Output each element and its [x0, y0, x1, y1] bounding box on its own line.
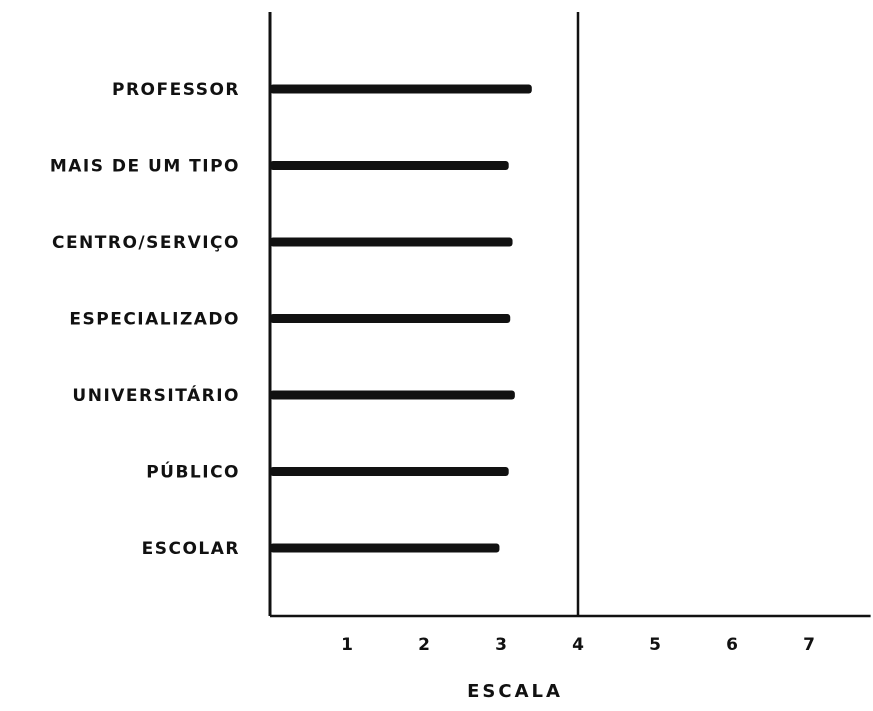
category-labels: PROFESSOR MAIS DE UM TIPO CENTRO/SERVIÇO ES…	[50, 80, 240, 559]
category-label-5: PÚBLICO	[146, 461, 240, 483]
bars-layer	[270, 84, 532, 553]
category-label-6: ESCOLAR	[142, 539, 240, 559]
x-tick-label-6: 6	[726, 635, 738, 655]
x-tick-labels: 1 2 3 4 5 6 7	[341, 635, 815, 655]
category-label-0: PROFESSOR	[112, 80, 240, 100]
category-label-3: ESPECIALIZADO	[69, 310, 240, 330]
bar-3	[270, 314, 511, 323]
axes	[268, 12, 871, 618]
bar-5	[270, 467, 509, 476]
bar-4	[270, 390, 515, 400]
x-tick-label-5: 5	[649, 635, 661, 655]
x-tick-label-2: 2	[418, 635, 430, 655]
bar-2	[270, 237, 513, 247]
x-tick-label-3: 3	[495, 635, 507, 655]
x-tick-label-1: 1	[341, 635, 353, 655]
category-label-2: CENTRO/SERVIÇO	[52, 233, 240, 253]
x-tick-label-4: 4	[572, 635, 584, 655]
category-label-4: UNIVERSITÁRIO	[72, 384, 240, 406]
x-axis-label: ESCALA	[467, 681, 563, 702]
bar-0	[270, 84, 532, 94]
bar-6	[270, 543, 500, 553]
bar-1	[270, 161, 509, 170]
x-tick-label-7: 7	[803, 635, 815, 655]
category-label-1: MAIS DE UM TIPO	[50, 157, 240, 177]
